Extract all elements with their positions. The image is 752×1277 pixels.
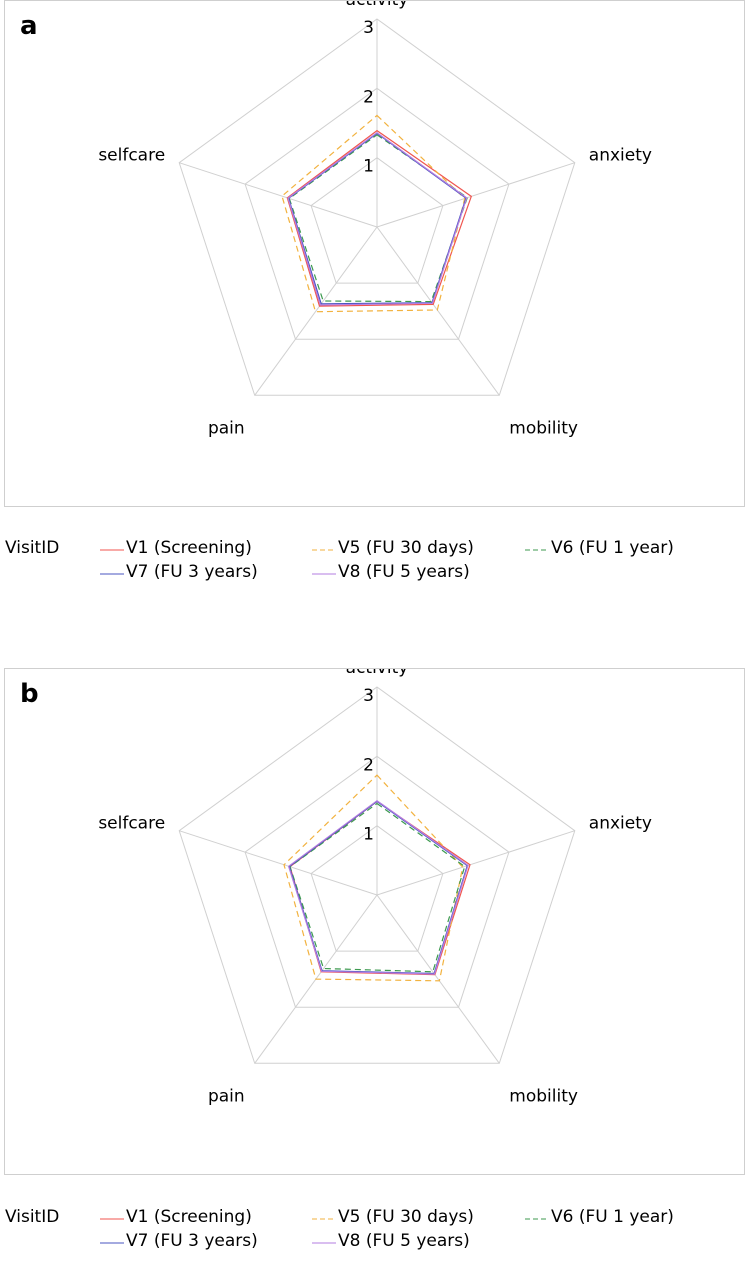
axis-label-activity: activity [346,1,409,10]
legend-label: V6 (FU 1 year) [551,538,674,558]
radial-tick-label: 2 [363,755,374,775]
axis-spoke [254,226,378,396]
radial-tick-label: 1 [363,157,374,177]
grid-ring [244,755,510,1008]
axis-spoke [179,830,378,896]
legend-label: V5 (FU 30 days) [338,1207,474,1227]
axis-label-activity: activity [346,669,409,678]
panel-label: a [20,11,38,41]
series-line [287,799,469,975]
axis-spoke [376,162,575,228]
axis-spoke [179,162,378,228]
legend-title: VisitID [5,1207,60,1227]
axis-label-pain: pain [208,1086,245,1106]
legend-label: V6 (FU 1 year) [551,1207,674,1227]
series-line [281,114,466,313]
axis-label-mobility: mobility [509,418,578,438]
series-line [287,131,468,306]
radial-tick-label: 1 [363,825,374,845]
grid-ring [310,157,444,284]
legend-title: VisitID [5,538,60,558]
grid-ring [178,686,576,1064]
radial-tick-label: 3 [363,18,374,38]
axis-label-pain: pain [208,418,245,438]
axis-label-selfcare: selfcare [98,814,165,834]
axis-spoke [376,830,575,896]
axis-label-selfcare: selfcare [98,146,165,166]
grid-ring [178,18,576,396]
legend-label: V1 (Screening) [126,1207,252,1227]
radar-chart-panel-b: b 1 2 3 activity anxiety mobility pain selfcare [4,668,745,1175]
legend-b: VisitID V1 (Screening) V5 (FU 30 days) V… [0,1207,752,1277]
panel-label: b [20,679,39,709]
axis-label-mobility: mobility [509,1086,578,1106]
legend-label: V8 (FU 5 years) [338,562,470,582]
radial-tick-label: 2 [363,87,374,107]
legend-label: V7 (FU 3 years) [126,562,258,582]
radar-plot-a: 1 2 3 activity anxiety mobility pain selfcare [98,1,652,438]
axis-spoke [376,226,500,396]
legend-label: V5 (FU 30 days) [338,538,474,558]
series-line [283,774,464,982]
series-line [286,129,473,307]
series-line [289,802,466,973]
legend-label: V7 (FU 3 years) [126,1231,258,1251]
grid-ring [244,87,510,340]
legend-label: V8 (FU 5 years) [338,1231,470,1251]
axis-label-anxiety: anxiety [589,814,652,834]
axis-label-anxiety: anxiety [589,146,652,166]
axis-spoke [376,894,500,1064]
grid-ring [310,825,444,952]
legend-label: V1 (Screening) [126,538,252,558]
legend-a: VisitID V1 (Screening) V5 (FU 30 days) V… [0,538,752,608]
radial-tick-label: 3 [363,686,374,706]
radar-chart-panel-a: a 1 2 3 activity anxiety mobility pain selfcare [4,0,745,507]
radar-plot-b: 1 2 3 activity anxiety mobility pain selfcare [98,669,652,1106]
